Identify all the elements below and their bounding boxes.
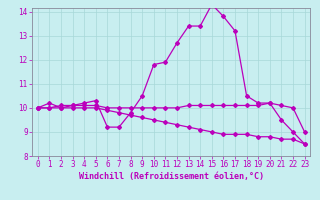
X-axis label: Windchill (Refroidissement éolien,°C): Windchill (Refroidissement éolien,°C): [79, 172, 264, 181]
